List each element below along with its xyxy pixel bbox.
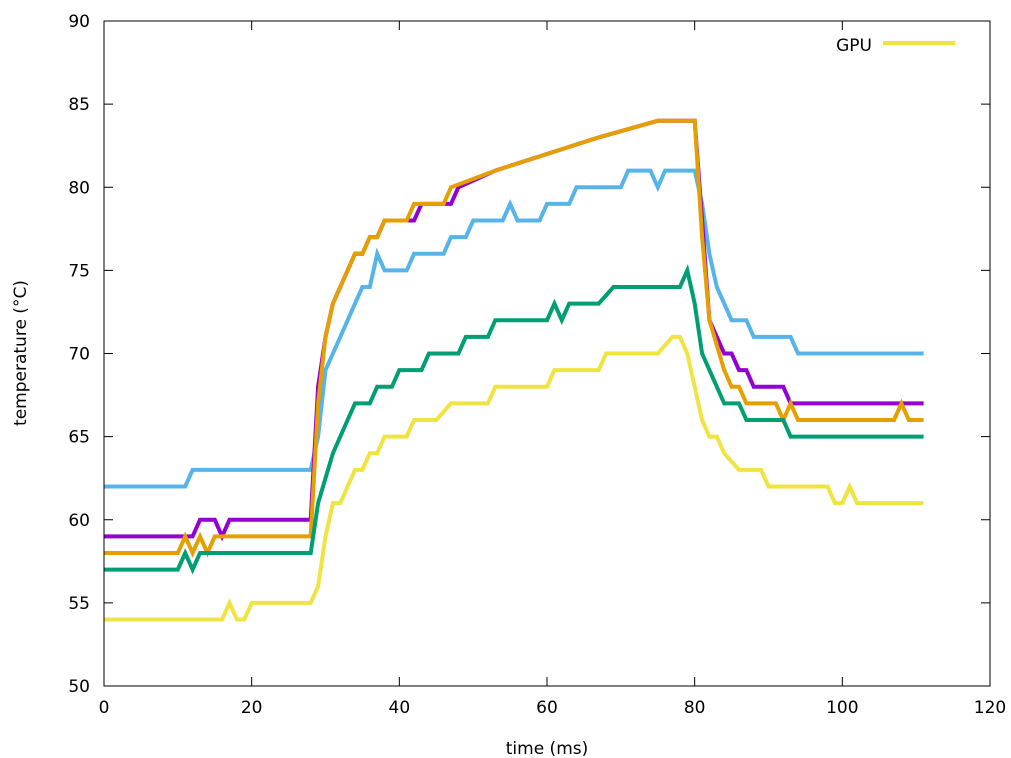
- y-tick-label: 80: [68, 178, 90, 198]
- series-line-2: [104, 118, 924, 542]
- x-tick-label: 60: [536, 698, 558, 718]
- y-tick-label: 65: [68, 428, 90, 448]
- y-tick-label: 85: [68, 95, 90, 115]
- x-tick-label: 100: [826, 698, 858, 718]
- y-axis-title: temperature (°C): [11, 280, 31, 426]
- y-tick-label: 60: [68, 511, 90, 531]
- series-line-1: [104, 168, 924, 489]
- x-axis-title: time (ms): [506, 739, 589, 758]
- series-line-3: [104, 118, 924, 558]
- series-line-gpu: [104, 334, 924, 622]
- y-tick-label: 50: [68, 677, 90, 697]
- x-tick-label: 120: [974, 698, 1006, 718]
- series-line-4: [104, 264, 924, 575]
- legend-label-gpu: GPU: [836, 36, 872, 56]
- y-tick-label: 70: [68, 345, 90, 365]
- x-tick-label: 80: [684, 698, 706, 718]
- axis-ticks: 0 20 40 60 80 100 120 50 55 60 65 70 75 80 85 90: [68, 12, 1006, 718]
- x-tick-label: 40: [389, 698, 411, 718]
- series-lines: [104, 118, 924, 622]
- plot-frame: [103, 20, 991, 687]
- x-tick-label: 20: [241, 698, 263, 718]
- y-tick-label: 90: [68, 12, 90, 32]
- legend: GPU: [836, 36, 955, 56]
- x-tick-label: 0: [99, 698, 110, 718]
- y-tick-label: 75: [68, 261, 90, 281]
- y-tick-label: 55: [68, 594, 90, 614]
